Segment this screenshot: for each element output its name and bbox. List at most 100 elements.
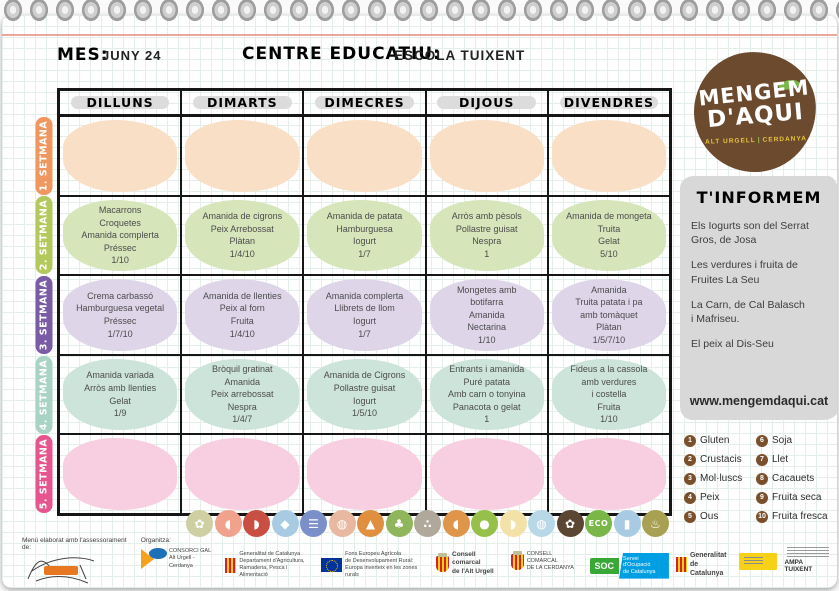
poultry-icon: ◖ (442, 510, 470, 537)
cell-week2-dilluns: Macarrons Croquetes Amanida complerta Pr… (60, 196, 183, 275)
shrimp-icon: ◗ (243, 510, 270, 537)
inform-paragraph: Els Iogurts son del Serrat Gros, de Josa (691, 220, 809, 247)
day-header-dijous: DIJOUS (427, 91, 549, 114)
soc-logo: SOC Servei d'Ocupació de Catalunya (589, 553, 669, 579)
cell-week2-divendres: Amanida de mongeta Truita Gelat 5/10 (549, 197, 669, 275)
mengem-daqui-logo: MENGEM D'AQUI ALT URGELL | CERDANYA (691, 49, 819, 175)
milk-jug-icon: ▮ (613, 510, 641, 537)
allergen-gluten: 1 Gluten (684, 431, 756, 450)
cell-week3-divendres: Amanida Truita patata i pa amb tomàquet … (549, 276, 669, 354)
week-5-badge: 5. SETMANA (35, 435, 53, 514)
day-pill (559, 96, 659, 109)
week-1-badge: 1. SETMANA (35, 116, 53, 195)
cell-week4-dimecres: Amanida de Cigrons Pollastre guisat Iogu… (304, 355, 427, 434)
day-header-row: DILLUNS DIMARTS DIMECRES DIJOUS DIVENDRE… (60, 91, 669, 117)
day-pill (315, 96, 414, 109)
school-value: ESCOLA TUIXENT (394, 48, 526, 63)
consell-alturgell-logo: Consell comarcal de l'Alt Urgell (436, 551, 504, 576)
grinder-icon: ♨ (642, 510, 669, 537)
cell-week3-dijous: Mongetes amb botifarra Amanida Nectarina… (427, 276, 549, 354)
inform-paragraph: La Carn, de Cal Balasch i Mafriseu. (691, 298, 805, 325)
cell-week3-dimarts: Amanida de llenties Peix al forn Fruita … (182, 276, 305, 354)
cell-week5-dilluns (60, 435, 183, 513)
cell-week5-dijous (427, 435, 549, 513)
allergen-soja: 6 Soja (756, 431, 837, 450)
allergen-llet: 7 Llet (756, 450, 837, 469)
ham-icon: ◖ (214, 510, 242, 537)
consorci-text: CONSORCI GAL Alt Urgell - Cerdanya (168, 548, 212, 569)
alturgell-shield-icon (436, 552, 450, 572)
paper-sheet: MES: JUNY 24 CENTRE EDUCATIU: ESCOLA TUI… (2, 15, 837, 588)
senyera-icon (675, 557, 687, 573)
week-1-row: 1. SETMANA (35, 116, 669, 197)
website-link: www.mengemdaqui.cat (689, 394, 829, 408)
day-pill (193, 96, 292, 109)
eco-icon: ECO (585, 510, 612, 537)
potatoes-icon: ◍ (528, 510, 555, 537)
gobierno-espana-logo (738, 553, 778, 570)
day-pill (437, 96, 536, 109)
cell-week4-dilluns: Amanida variada Arròs amb llenties Gelat… (60, 355, 183, 434)
cell-week4-dimarts: Bròquil gratinat Amanida Peix arrebossat… (182, 355, 305, 434)
cerdanya-shield-icon (510, 550, 524, 570)
school-label: CENTRE EDUCATIU: (242, 44, 441, 64)
advisor-signature-logo (22, 553, 100, 587)
allergen-crustacis: 2 Crustacis (684, 450, 756, 469)
inform-box: T'INFORMEM Els Iogurts son del Serrat Gr… (680, 176, 837, 420)
week-4-row: 4. SETMANA Amanida variada Arròs amb lle… (35, 355, 669, 436)
organizer-block: Organitza: CONSORCI GAL Alt Urgell - Cerd… (140, 537, 219, 572)
mushrooms-icon: ◍ (328, 510, 356, 537)
inform-paragraph: Les verdures i fruita de Fruites La Seu (691, 259, 798, 286)
cell-week5-divendres (549, 435, 669, 513)
seeds-icon: ∴ (414, 510, 441, 537)
footer-logos: Menú elaborat amb l'assessorament de: Or… (22, 537, 831, 588)
cell-week1-divendres (549, 117, 669, 195)
garlic-icon: ✿ (186, 510, 213, 537)
food-icon-strip: ✿ ◖ ◗ ◆ ☰ ◍ ▲ ♣ ∴ ◖ ● ◗ ◍ ✿ ECO ▮ ♨ (186, 510, 669, 537)
day-header-dimarts: DIMARTS (182, 91, 305, 114)
day-header-dilluns: DILLUNS (60, 91, 183, 114)
eu-feader-logo: Fons Europeu Agrícola de Desenvolupament… (321, 551, 429, 580)
cell-week5-dimecres (304, 435, 427, 513)
week-2-badge: 2. SETMANA (35, 196, 53, 275)
fish-icon: ◆ (271, 510, 299, 537)
cell-week1-dijous (427, 117, 549, 195)
allergen-peix: 4 Peix (684, 488, 756, 507)
vegetables-icon: ♣ (385, 510, 413, 537)
day-pill (70, 96, 170, 109)
gencat-agriculture-logo: Generalitat de Catalunya Departament d'A… (225, 551, 314, 580)
spiral-binding-icon (0, 0, 839, 22)
inform-title: T'INFORMEM (696, 188, 822, 207)
month-value: JUNY 24 (102, 48, 162, 63)
margin-line (2, 34, 837, 36)
apple-icon: ● (471, 510, 498, 537)
cell-week2-dimarts: Amanida de cigrons Peix Arrebossat Plàta… (182, 196, 305, 275)
week-2-row: 2. SETMANA Macarrons Croquetes Amanida c… (35, 196, 669, 277)
ampa-lines-icon (786, 547, 829, 557)
cell-week1-dimarts (182, 117, 305, 195)
cell-week3-dimecres: Amanida complerta Llibrets de llom Iogur… (304, 276, 427, 354)
eu-flag-icon (321, 558, 343, 573)
allergen-fruita-fresca: 10 Fruita fresca (756, 507, 837, 526)
allergen-fruita-seca: 9 Fruita seca (756, 488, 837, 507)
week-5-row: 5. SETMANA (35, 435, 669, 514)
cell-week1-dilluns (60, 117, 183, 195)
corn-icon: ▲ (357, 510, 384, 537)
cell-week2-dimecres: Amanida de patata Hamburguesa Iogurt 1/7 (304, 196, 427, 275)
week-3-badge: 3. SETMANA (35, 275, 53, 354)
cell-week4-dijous: Entrants i amanida Puré patata Amb carn … (427, 355, 549, 434)
cell-week2-dijous: Arròs amb pèsols Pollastre guisat Nespra… (427, 196, 549, 275)
allergen-cacauets: 8 Cacauets (756, 469, 837, 488)
allergen-molluscs: 3 Mol·luscs (684, 469, 756, 488)
cell-week4-divendres: Fideus a la cassola amb verdures i coste… (549, 356, 669, 434)
cell-week5-dimarts (182, 435, 305, 513)
senyera-icon (225, 557, 237, 573)
consorci-gal-logo (140, 546, 167, 572)
consell-cerdanya-logo: CONSELL COMARCAL DE LA CERDANYA (510, 550, 583, 572)
week-4-badge: 4. SETMANA (35, 355, 53, 434)
gencat-logo: Generalitat de Catalunya (675, 551, 732, 578)
cell-week3-dilluns: Crema carbassó Hamburguesa vegetal Préss… (60, 276, 183, 354)
cell-week1-dimecres (304, 117, 427, 195)
allergen-legend: 1 Gluten 2 Crustacis 3 Mol·luscs 4 Peix 5 Ous… (684, 431, 837, 526)
advisor-block: Menú elaborat amb l'assessorament de: (22, 537, 134, 587)
